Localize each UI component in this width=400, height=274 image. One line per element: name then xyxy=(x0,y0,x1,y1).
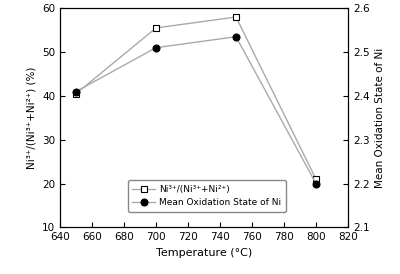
Y-axis label: Mean Oxidation State of Ni: Mean Oxidation State of Ni xyxy=(375,48,385,188)
Mean Oxidation State of Ni xyxy=(314,182,318,185)
Ni³⁺/(Ni³⁺+Ni²⁺) xyxy=(234,15,238,19)
Line: Ni³⁺/(Ni³⁺+Ni²⁺): Ni³⁺/(Ni³⁺+Ni²⁺) xyxy=(72,13,320,183)
Mean Oxidation State of Ni xyxy=(154,46,158,49)
Ni³⁺/(Ni³⁺+Ni²⁺) xyxy=(314,178,318,181)
Y-axis label: Ni³⁺/(Ni³⁺+Ni²⁺) (%): Ni³⁺/(Ni³⁺+Ni²⁺) (%) xyxy=(26,67,36,169)
Line: Mean Oxidation State of Ni: Mean Oxidation State of Ni xyxy=(72,33,320,187)
Mean Oxidation State of Ni xyxy=(74,90,78,93)
Mean Oxidation State of Ni xyxy=(234,35,238,38)
Legend: Ni³⁺/(Ni³⁺+Ni²⁺), Mean Oxidation State of Ni: Ni³⁺/(Ni³⁺+Ni²⁺), Mean Oxidation State o… xyxy=(128,180,286,212)
Ni³⁺/(Ni³⁺+Ni²⁺) xyxy=(154,26,158,30)
Ni³⁺/(Ni³⁺+Ni²⁺) xyxy=(74,92,78,95)
X-axis label: Temperature (°C): Temperature (°C) xyxy=(156,248,252,258)
